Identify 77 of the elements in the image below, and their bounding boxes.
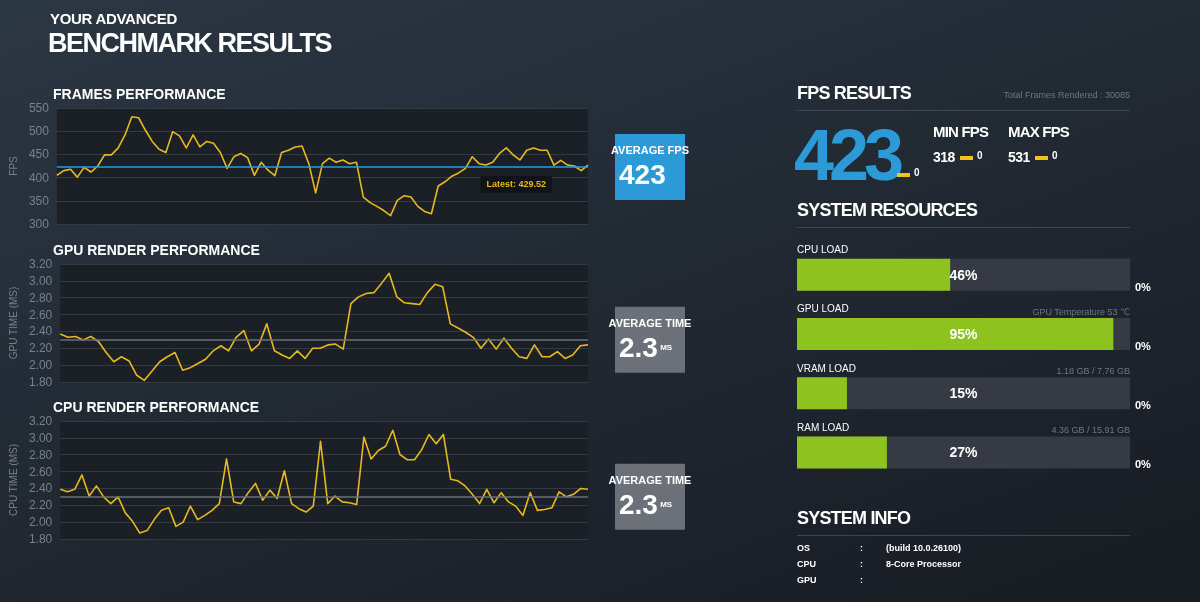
- chart-title: GPU RENDER PERFORMANCE: [53, 242, 260, 258]
- y-tick-label: 3.00: [28, 430, 53, 445]
- y-tick-label: 1.80: [28, 532, 53, 546]
- y-tick-label: RAM LOAD: [797, 421, 850, 433]
- text: MS: [657, 500, 673, 510]
- chart-title: SYSTEM RESOURCES: [797, 200, 978, 221]
- ref-line-label: AVERAGE TIME: [608, 316, 692, 329]
- text: 0%: [1135, 458, 1152, 471]
- line-series: [56, 116, 589, 217]
- text: :: [860, 575, 864, 585]
- text: 0: [914, 167, 920, 178]
- annotation: Latest: 429.52: [486, 179, 546, 190]
- y-tick-label: 400: [28, 170, 50, 185]
- y-tick-label: 2.20: [28, 498, 53, 513]
- ref-line-label: AVERAGE TIME: [608, 473, 692, 486]
- bar: [797, 436, 887, 469]
- text: :: [860, 559, 864, 569]
- chart-title: CPU RENDER PERFORMANCE: [53, 399, 260, 415]
- y-tick-label: 2.80: [28, 290, 53, 305]
- annotation: GPU Temperature 53 ℃: [1032, 306, 1130, 317]
- y-tick-label: 1.80: [28, 375, 53, 389]
- text: 318: [933, 149, 955, 165]
- text: MS: [657, 343, 673, 353]
- y-tick-label: 2.00: [28, 358, 53, 373]
- text: 0: [1052, 150, 1058, 161]
- text: 531: [1008, 149, 1030, 165]
- line-series: [59, 429, 589, 534]
- y-tick-label: 550: [28, 101, 50, 115]
- text: 0: [977, 150, 983, 161]
- y-tick-label: GPU LOAD: [797, 303, 849, 315]
- y-tick-label: 350: [28, 193, 50, 208]
- y-tick-label: 500: [28, 124, 50, 139]
- data-label: 95%: [949, 325, 979, 342]
- chart-title: FRAMES PERFORMANCE: [53, 86, 226, 102]
- text: YOUR ADVANCED: [50, 10, 177, 27]
- text: FPS RESULTS: [797, 83, 911, 104]
- y-tick-label: 3.20: [28, 414, 53, 428]
- y-tick-label: 2.60: [28, 464, 53, 479]
- y-tick-label: 2.60: [28, 307, 53, 322]
- text: 0%: [1135, 399, 1152, 412]
- y-tick-label: 2.20: [28, 341, 53, 356]
- y-tick-label: CPU LOAD: [797, 244, 849, 256]
- y-tick-label: 2.00: [28, 515, 53, 530]
- y-tick-label: 2.40: [28, 324, 53, 339]
- text: OS: [797, 543, 811, 553]
- line-series: [59, 272, 589, 382]
- y-tick-label: 3.00: [28, 273, 53, 288]
- text: 2.3: [619, 332, 658, 364]
- text: GPU: [797, 575, 818, 585]
- text: 423: [619, 159, 666, 191]
- text: 0%: [1135, 339, 1152, 352]
- y-axis-title: GPU TIME (MS): [7, 286, 19, 360]
- text: SYSTEM INFO: [797, 508, 911, 529]
- text: 423: [794, 114, 900, 196]
- y-axis-title: FPS: [7, 155, 19, 176]
- text: MAX FPS: [1008, 123, 1070, 140]
- data-label: 27%: [949, 444, 979, 461]
- y-tick-label: VRAM LOAD: [797, 362, 856, 374]
- y-tick-label: 3.20: [28, 257, 53, 271]
- data-label: 15%: [949, 385, 979, 402]
- text: 0%: [1135, 280, 1152, 293]
- text: (build 10.0.26100): [886, 543, 962, 553]
- bar: [797, 377, 847, 410]
- text: CPU: [797, 559, 817, 569]
- y-tick-label: 300: [28, 217, 50, 231]
- text: 2.3: [619, 489, 658, 521]
- text: :: [860, 543, 864, 553]
- annotation: 1.18 GB / 7.76 GB: [1056, 366, 1130, 377]
- text: Total Frames Rendered : 30085: [1003, 90, 1130, 100]
- annotation: 4.36 GB / 15.91 GB: [1051, 425, 1130, 436]
- y-axis-title: CPU TIME (MS): [7, 443, 19, 517]
- text: BENCHMARK RESULTS: [48, 28, 331, 59]
- y-tick-label: 2.80: [28, 447, 53, 462]
- y-tick-label: 2.40: [28, 481, 53, 496]
- text: MIN FPS: [933, 123, 989, 140]
- y-tick-label: 450: [28, 147, 50, 162]
- text: 8-Core Processor: [886, 559, 962, 569]
